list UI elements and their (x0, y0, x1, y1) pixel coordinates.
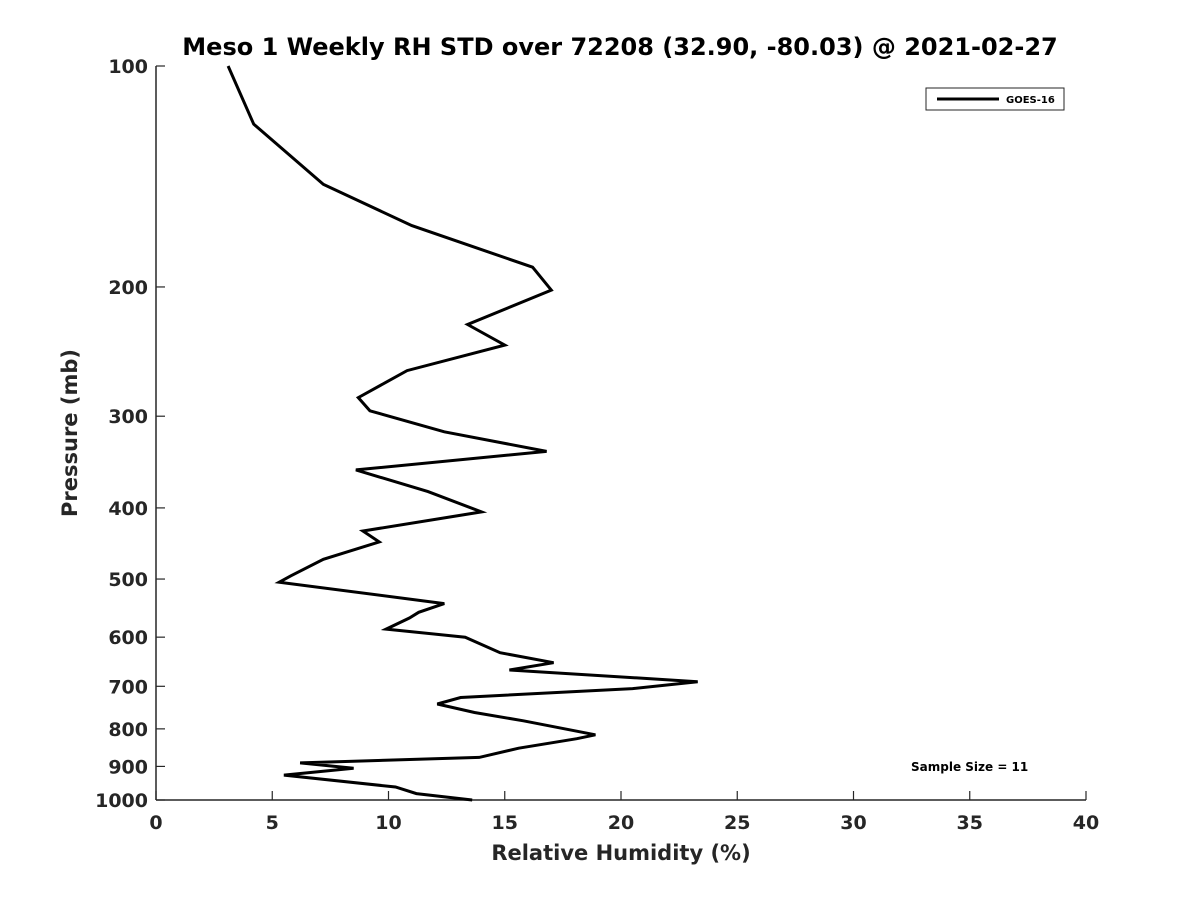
x-tick-label: 35 (957, 812, 983, 834)
x-tick-label: 5 (266, 812, 279, 834)
x-tick-label: 30 (840, 812, 866, 834)
y-ticks: 100 200 300 400 500 600 700 800 900 1000 (95, 56, 165, 812)
x-tick-label: 0 (149, 812, 162, 834)
x-ticks: 0 5 10 15 20 25 30 35 40 (149, 791, 1099, 834)
legend: GOES-16 (925, 87, 1065, 111)
x-axis-label: Relative Humidity (%) (491, 841, 750, 865)
y-tick-label: 300 (108, 406, 148, 428)
y-tick-label: 1000 (95, 790, 148, 812)
y-tick-label: 600 (108, 627, 148, 649)
y-tick-label: 800 (108, 719, 148, 741)
y-tick-label: 700 (108, 676, 148, 698)
chart-title: Meso 1 Weekly RH STD over 72208 (32.90, … (182, 33, 1057, 61)
y-axis-label: Pressure (mb) (58, 349, 82, 517)
x-tick-label: 25 (724, 812, 750, 834)
y-tick-label: 400 (108, 498, 148, 520)
legend-label-goes-16: GOES-16 (1006, 95, 1055, 106)
series-line-goes-16 (226, 65, 698, 802)
x-tick-label: 15 (492, 812, 518, 834)
sample-size-annotation: Sample Size = 11 (911, 760, 1028, 774)
x-tick-label: 40 (1073, 812, 1099, 834)
x-tick-label: 10 (375, 812, 401, 834)
x-tick-label: 20 (608, 812, 634, 834)
y-tick-label: 900 (108, 756, 148, 778)
series-group (226, 65, 698, 802)
y-tick-label: 500 (108, 569, 148, 591)
y-tick-label: 100 (108, 56, 148, 78)
y-tick-label: 200 (108, 277, 148, 299)
